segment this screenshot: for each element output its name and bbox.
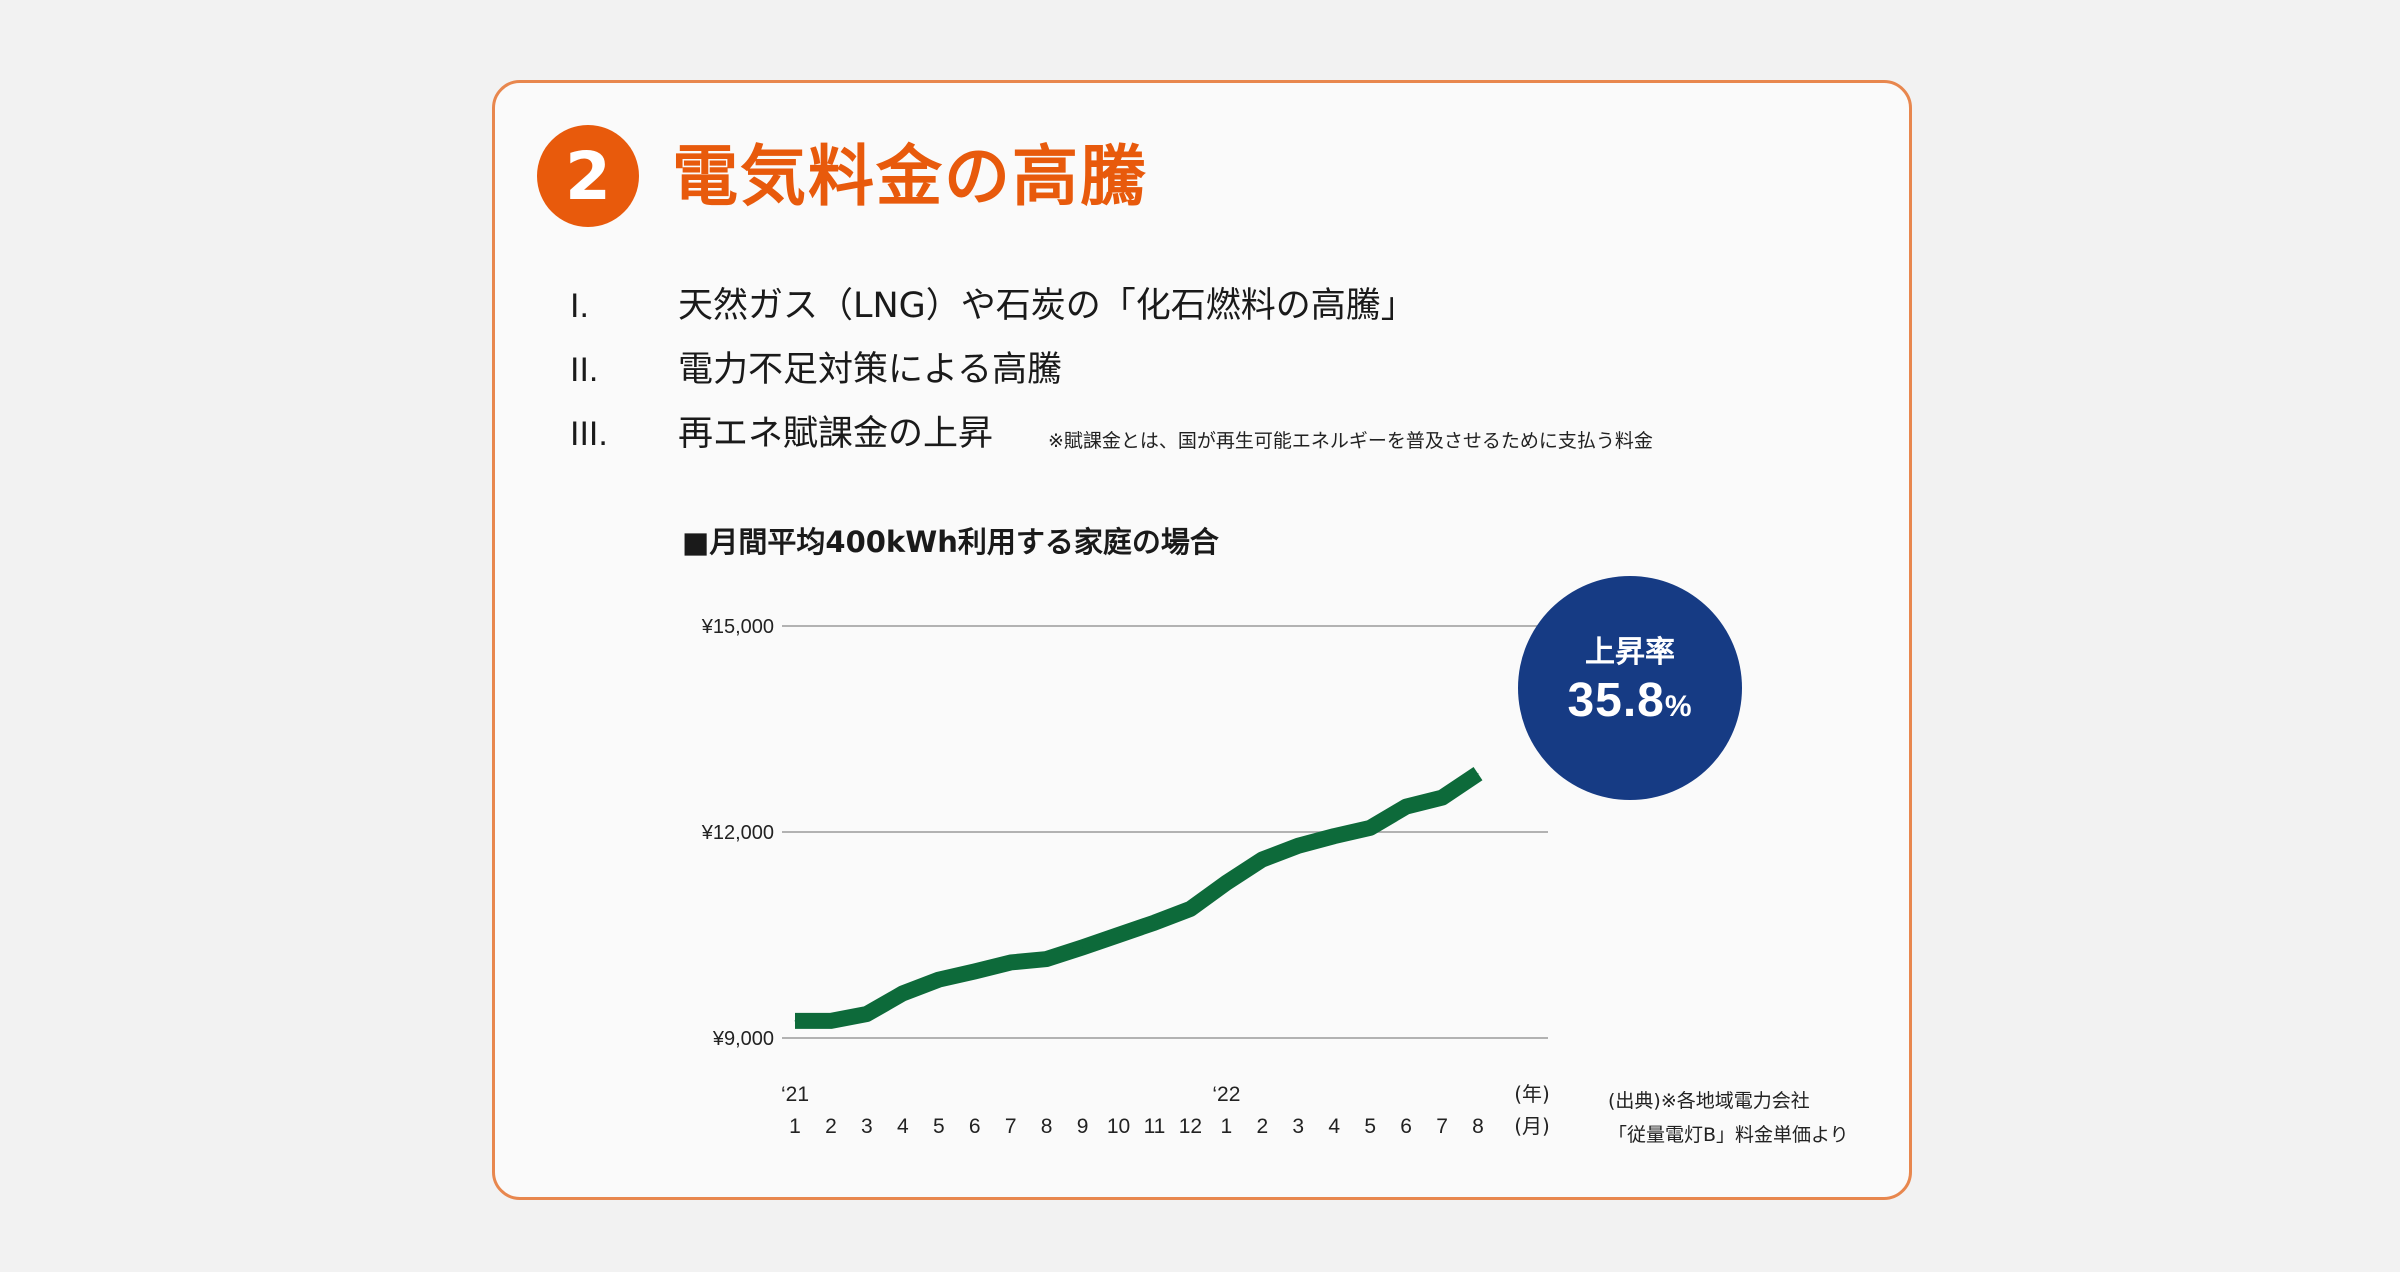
x-tick-label: 8 <box>1472 1115 1484 1138</box>
x-year-label: ‘22 <box>1212 1083 1240 1106</box>
source-line-1: (出典)※各地域電力会社 <box>1608 1090 1810 1112</box>
data-point <box>938 979 940 981</box>
grid-layer <box>782 625 1548 1039</box>
x-tick-labels: 1 2 3 4 5 6 7 8 9 10 11 12 1 2 3 4 5 6 7 8‘21 ‘22 (年)(月) <box>781 1082 1550 1138</box>
data-point <box>1010 961 1012 963</box>
x-tick-label: 7 <box>1436 1115 1448 1138</box>
y-tick-labels: ¥9,000 ¥12,000 ¥15,000 <box>701 616 774 1050</box>
data-point <box>1046 958 1048 960</box>
data-point <box>1189 908 1191 910</box>
increase-rate-number: 35.8 <box>1567 674 1665 727</box>
surcharge-note: ※賦課金とは、国が再生可能エネルギーを普及させるために支払う料金 <box>1048 430 1653 452</box>
series-line <box>795 766 1483 1029</box>
data-point <box>830 1020 832 1022</box>
x-tick-label: 8 <box>1041 1115 1053 1138</box>
source-line-2: 「従量電灯B」料金単価より <box>1608 1124 1849 1146</box>
data-point <box>1333 835 1335 837</box>
increase-rate-unit: % <box>1664 690 1693 723</box>
series-layer <box>794 766 1483 1029</box>
data-point <box>1261 858 1263 860</box>
data-point <box>974 970 976 972</box>
reason-number: I. <box>570 287 589 325</box>
increase-rate-badge: 上昇率 35.8% <box>1518 576 1742 800</box>
x-tick-label: 3 <box>1292 1115 1304 1138</box>
x-tick-label: 3 <box>861 1115 873 1138</box>
data-point <box>1369 827 1371 829</box>
chart-title: ■月間平均400kWh利用する家庭の場合 <box>682 525 1219 559</box>
reason-number: III. <box>570 415 608 453</box>
x-tick-label: 7 <box>1005 1115 1017 1138</box>
data-point <box>1405 806 1407 808</box>
section-title: 電気料金の高騰 <box>672 138 1148 215</box>
y-tick-label: ¥12,000 <box>701 822 774 844</box>
section-number-badge: 2 <box>537 125 639 227</box>
reason-text: 電力不足対策による高騰 <box>678 350 1062 390</box>
data-point <box>1225 882 1227 884</box>
increase-rate-label: 上昇率 <box>1585 635 1675 670</box>
data-point <box>902 992 904 994</box>
x-tick-label: 4 <box>1328 1115 1340 1138</box>
x-year-label: ‘21 <box>781 1083 809 1106</box>
data-point <box>1118 934 1120 936</box>
x-tick-label: 6 <box>969 1115 981 1138</box>
data-point <box>1082 946 1084 948</box>
increase-rate-value: 35.8% <box>1567 672 1692 736</box>
data-point <box>1297 845 1299 847</box>
x-tick-label: 10 <box>1107 1115 1130 1138</box>
y-tick-label: ¥9,000 <box>712 1028 774 1050</box>
x-tick-label: 6 <box>1400 1115 1412 1138</box>
x-tick-label: 4 <box>897 1115 909 1138</box>
source-note: (出典)※各地域電力会社 「従量電灯B」料金単価より <box>1608 1084 1849 1152</box>
x-tick-label: 5 <box>933 1115 945 1138</box>
data-point <box>794 1020 796 1022</box>
data-point <box>1441 797 1443 799</box>
reason-text: 再エネ賦課金の上昇 <box>678 414 994 454</box>
section-number: 2 <box>565 137 611 215</box>
data-point <box>1477 773 1479 775</box>
reason-number: II. <box>570 351 599 389</box>
x-tick-label: 2 <box>825 1115 837 1138</box>
x-tick-label: 1 <box>1221 1115 1233 1138</box>
x-year-unit-label: (年) <box>1514 1082 1550 1106</box>
x-tick-label: 2 <box>1256 1115 1268 1138</box>
x-tick-label: 5 <box>1364 1115 1376 1138</box>
reason-text: 天然ガス（LNG）や石炭の「化石燃料の高騰」 <box>678 286 1416 326</box>
x-tick-label: 1 <box>789 1115 801 1138</box>
data-point <box>866 1013 868 1015</box>
data-point <box>1153 922 1155 924</box>
x-tick-label: 12 <box>1179 1115 1202 1138</box>
x-month-unit-label: (月) <box>1514 1114 1550 1138</box>
x-tick-label: 9 <box>1077 1115 1089 1138</box>
y-tick-label: ¥15,000 <box>701 616 774 638</box>
x-tick-label: 11 <box>1144 1115 1166 1138</box>
